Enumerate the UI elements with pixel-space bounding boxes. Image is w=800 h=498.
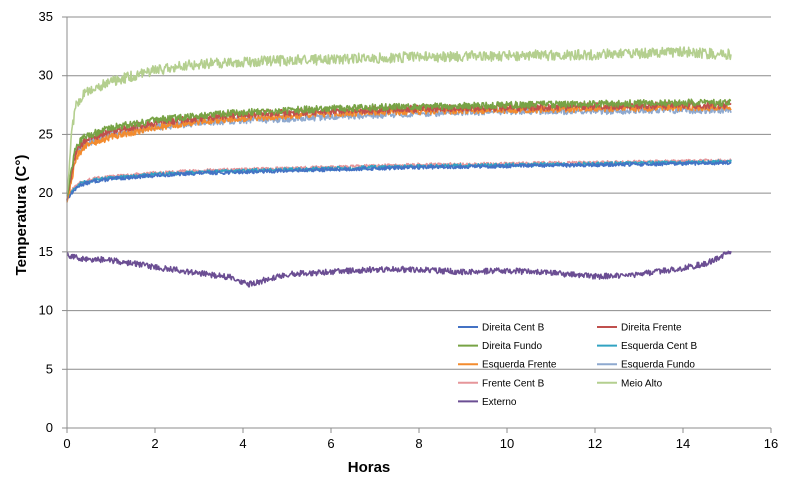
- y-tick-label: 0: [46, 420, 53, 435]
- x-tick-label: 6: [327, 436, 334, 451]
- y-tick-label: 10: [39, 303, 53, 318]
- legend-label: Frente Cent B: [482, 378, 545, 389]
- x-tick-label: 4: [239, 436, 246, 451]
- legend-label: Esquerda Fundo: [621, 360, 695, 371]
- x-tick-label: 16: [764, 436, 778, 451]
- legend-label: Direita Fundo: [482, 341, 542, 352]
- legend-label: Direita Frente: [621, 323, 682, 334]
- x-tick-label: 2: [151, 436, 158, 451]
- x-tick-label: 14: [676, 436, 690, 451]
- x-tick-label: 10: [500, 436, 514, 451]
- legend-label: Esquerda Cent B: [621, 341, 697, 352]
- x-tick-label: 12: [588, 436, 602, 451]
- y-tick-label: 30: [39, 68, 53, 83]
- legend-label: Meio Alto: [621, 378, 663, 389]
- y-axis-title: Temperatura (C°): [13, 155, 30, 276]
- series-lines: [66, 46, 732, 288]
- legend: Direita Cent B Direita Frente Direita Fund…: [458, 323, 697, 408]
- x-axis-title: Horas: [348, 459, 391, 476]
- y-tick-label: 15: [39, 244, 53, 259]
- y-tick-label: 25: [39, 126, 53, 141]
- legend-label: Externo: [482, 397, 517, 408]
- legend-label: Direita Cent B: [482, 323, 545, 334]
- axes: [62, 16, 772, 433]
- legend-label: Esquerda Frente: [482, 360, 557, 371]
- x-tick-label: 8: [415, 436, 422, 451]
- y-tick-label: 35: [39, 9, 53, 24]
- series-line: [66, 46, 732, 194]
- y-tick-label: 20: [39, 185, 53, 200]
- series-line: [66, 160, 732, 201]
- x-tick-label: 0: [63, 436, 70, 451]
- series-line: [66, 98, 732, 197]
- tick-labels: 0 5 10 15 20 25 30 35 0 2 4 6 8 10 12 14 16: [39, 9, 779, 451]
- series-line: [66, 250, 732, 288]
- y-tick-label: 5: [46, 361, 53, 376]
- gridlines: [67, 16, 771, 370]
- series-line: [66, 100, 732, 201]
